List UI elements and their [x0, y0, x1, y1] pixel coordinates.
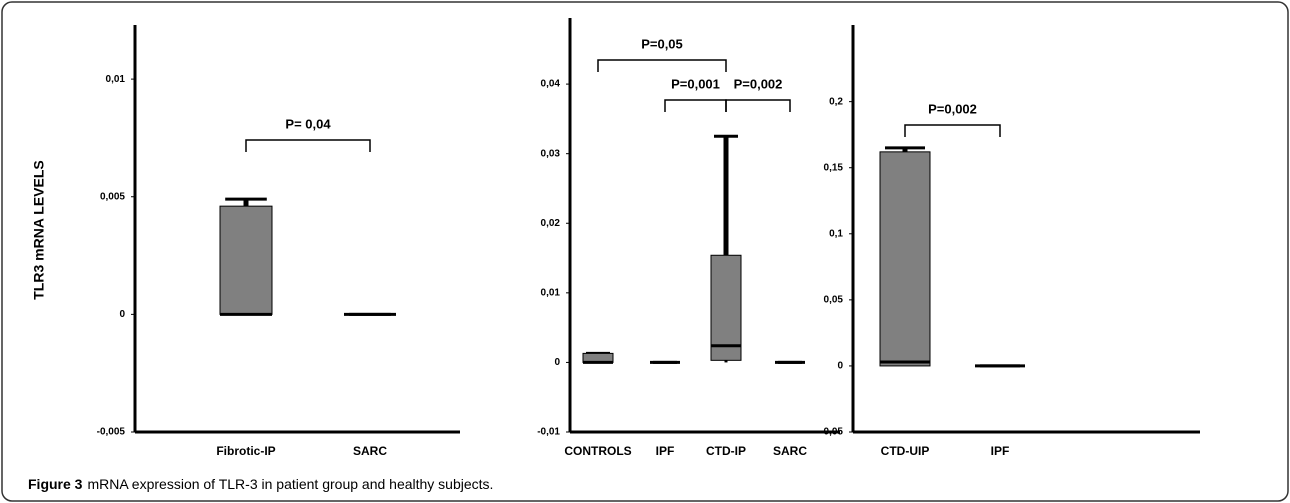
y-tick-label: 0,01: [541, 287, 561, 298]
significance-label: P=0,05: [641, 36, 683, 51]
x-tick-label: CTD-UIP: [881, 444, 930, 458]
y-axis-label: TLR3 mRNA LEVELS: [31, 160, 47, 300]
x-tick-label: SARC: [353, 444, 387, 458]
x-tick-label: CONTROLS: [564, 444, 631, 458]
box: [710, 254, 742, 361]
significance-bracket: [245, 139, 371, 152]
y-tick-label: 0,01: [106, 74, 126, 85]
caption-text: mRNA expression of TLR-3 in patient grou…: [87, 476, 493, 492]
y-tick-label: 0,02: [541, 218, 561, 229]
significance-label: P= 0,04: [285, 116, 331, 131]
caption: Figure 3 mRNA expression of TLR-3 in pati…: [28, 476, 493, 492]
box: [219, 205, 273, 315]
y-tick-label: 0: [554, 357, 560, 368]
significance-bracket: [904, 124, 1001, 137]
significance-label: P=0,002: [928, 101, 977, 116]
y-tick-label: 0,03: [541, 148, 561, 159]
x-tick-label: SARC: [773, 444, 807, 458]
caption-label: Figure 3: [28, 476, 83, 492]
y-tick-label: 0,04: [541, 79, 561, 90]
box: [879, 151, 931, 367]
y-tick-label: 0,05: [824, 294, 844, 305]
y-tick-label: 0,2: [829, 96, 843, 107]
y-tick-label: 0,005: [100, 191, 125, 202]
x-tick-label: IPF: [991, 444, 1010, 458]
x-tick-label: CTD-IP: [706, 444, 746, 458]
significance-label: P=0,001: [671, 76, 720, 91]
x-tick-label: Fibrotic-IP: [216, 444, 275, 458]
y-tick-label: 0: [119, 309, 125, 320]
significance-bracket: [725, 99, 791, 112]
y-tick-label: 0: [837, 361, 843, 372]
x-tick-label: IPF: [656, 444, 675, 458]
significance-bracket: [664, 99, 727, 112]
y-tick-label: 0,15: [824, 162, 844, 173]
y-tick-label: -0,05: [820, 427, 843, 438]
y-tick-label: -0,005: [97, 427, 126, 438]
significance-label: P=0,002: [734, 76, 783, 91]
y-tick-label: 0,1: [829, 228, 843, 239]
y-tick-label: -0,01: [537, 427, 560, 438]
significance-bracket: [597, 59, 727, 72]
